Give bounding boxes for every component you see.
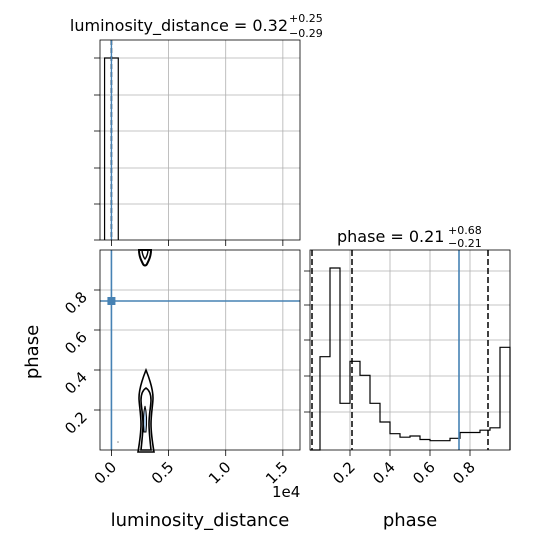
ld-offset-label: 1e4	[272, 483, 300, 501]
ld-marginal-title: luminosity_distance = 0.32	[70, 16, 288, 36]
phase-marginal-title-lower: −0.21	[448, 237, 482, 250]
phase-marginal-histogram-step	[310, 267, 511, 451]
contour-xtick-label-1: 0.5	[148, 458, 178, 488]
phase-marginal-frame	[309, 249, 511, 451]
phase-marginal-grid	[310, 250, 510, 450]
contour-frame	[99, 249, 301, 451]
ld-marginal-background	[100, 40, 300, 240]
contour-outlier-point	[117, 441, 119, 443]
contour-core-lower	[142, 405, 148, 433]
contour-outer-lower	[137, 367, 155, 453]
ld-axis-label: luminosity_distance	[111, 510, 290, 531]
phase-marginal-panel: 0.2 0.4 0.6 0.8 phase = 0.21 +0.68 −0.21 ph…	[304, 224, 511, 531]
phase-marginal-xtick-label-2: 0.6	[409, 458, 439, 488]
ld-marginal-title-lower: −0.29	[289, 27, 323, 40]
phase-x-axis-label: phase	[383, 510, 437, 531]
phase-marginal-xtick-label-0: 0.2	[329, 458, 359, 488]
contour-truth-lines	[100, 250, 300, 450]
contour-background	[100, 250, 300, 450]
phase-marginal-title: phase = 0.21	[337, 227, 444, 246]
contour-ytick-label-2: 0.6	[61, 328, 91, 358]
contour-upper-inner	[141, 249, 149, 260]
phase-marginal-title-upper: +0.68	[448, 224, 482, 237]
ld-marginal-ticks	[94, 57, 284, 246]
contour-ytick-label-3: 0.8	[61, 288, 91, 318]
ld-marginal-histogram	[103, 40, 119, 240]
contour-xtick-label-2: 1.0	[205, 458, 235, 488]
ld-marginal-grid	[100, 40, 300, 240]
phase-marginal-histogram	[310, 250, 511, 451]
phase-marginal-background	[310, 250, 510, 450]
contour-ytick-label-1: 0.4	[61, 368, 91, 398]
contour-panel: 0.0 0.5 1.0 1.50.20.40.60.8 1e4 luminosity_…	[22, 249, 301, 531]
contour-lines	[117, 249, 155, 453]
phase-axis-label: phase	[22, 325, 43, 379]
contour-ytick-label-0: 0.2	[61, 408, 91, 438]
phase-marginal-xtick-label-3: 0.8	[449, 458, 479, 488]
contour-upper	[137, 249, 153, 267]
contour-xtick-label-0: 0.0	[91, 458, 121, 488]
contour-truth-marker	[107, 297, 116, 305]
phase-marginal-xtick-label-1: 0.4	[369, 458, 399, 488]
ld-marginal-title-upper: +0.25	[289, 12, 323, 25]
ld-marginal-panel: luminosity_distance = 0.32 +0.25 −0.29	[70, 12, 323, 246]
ld-marginal-frame	[99, 39, 301, 241]
